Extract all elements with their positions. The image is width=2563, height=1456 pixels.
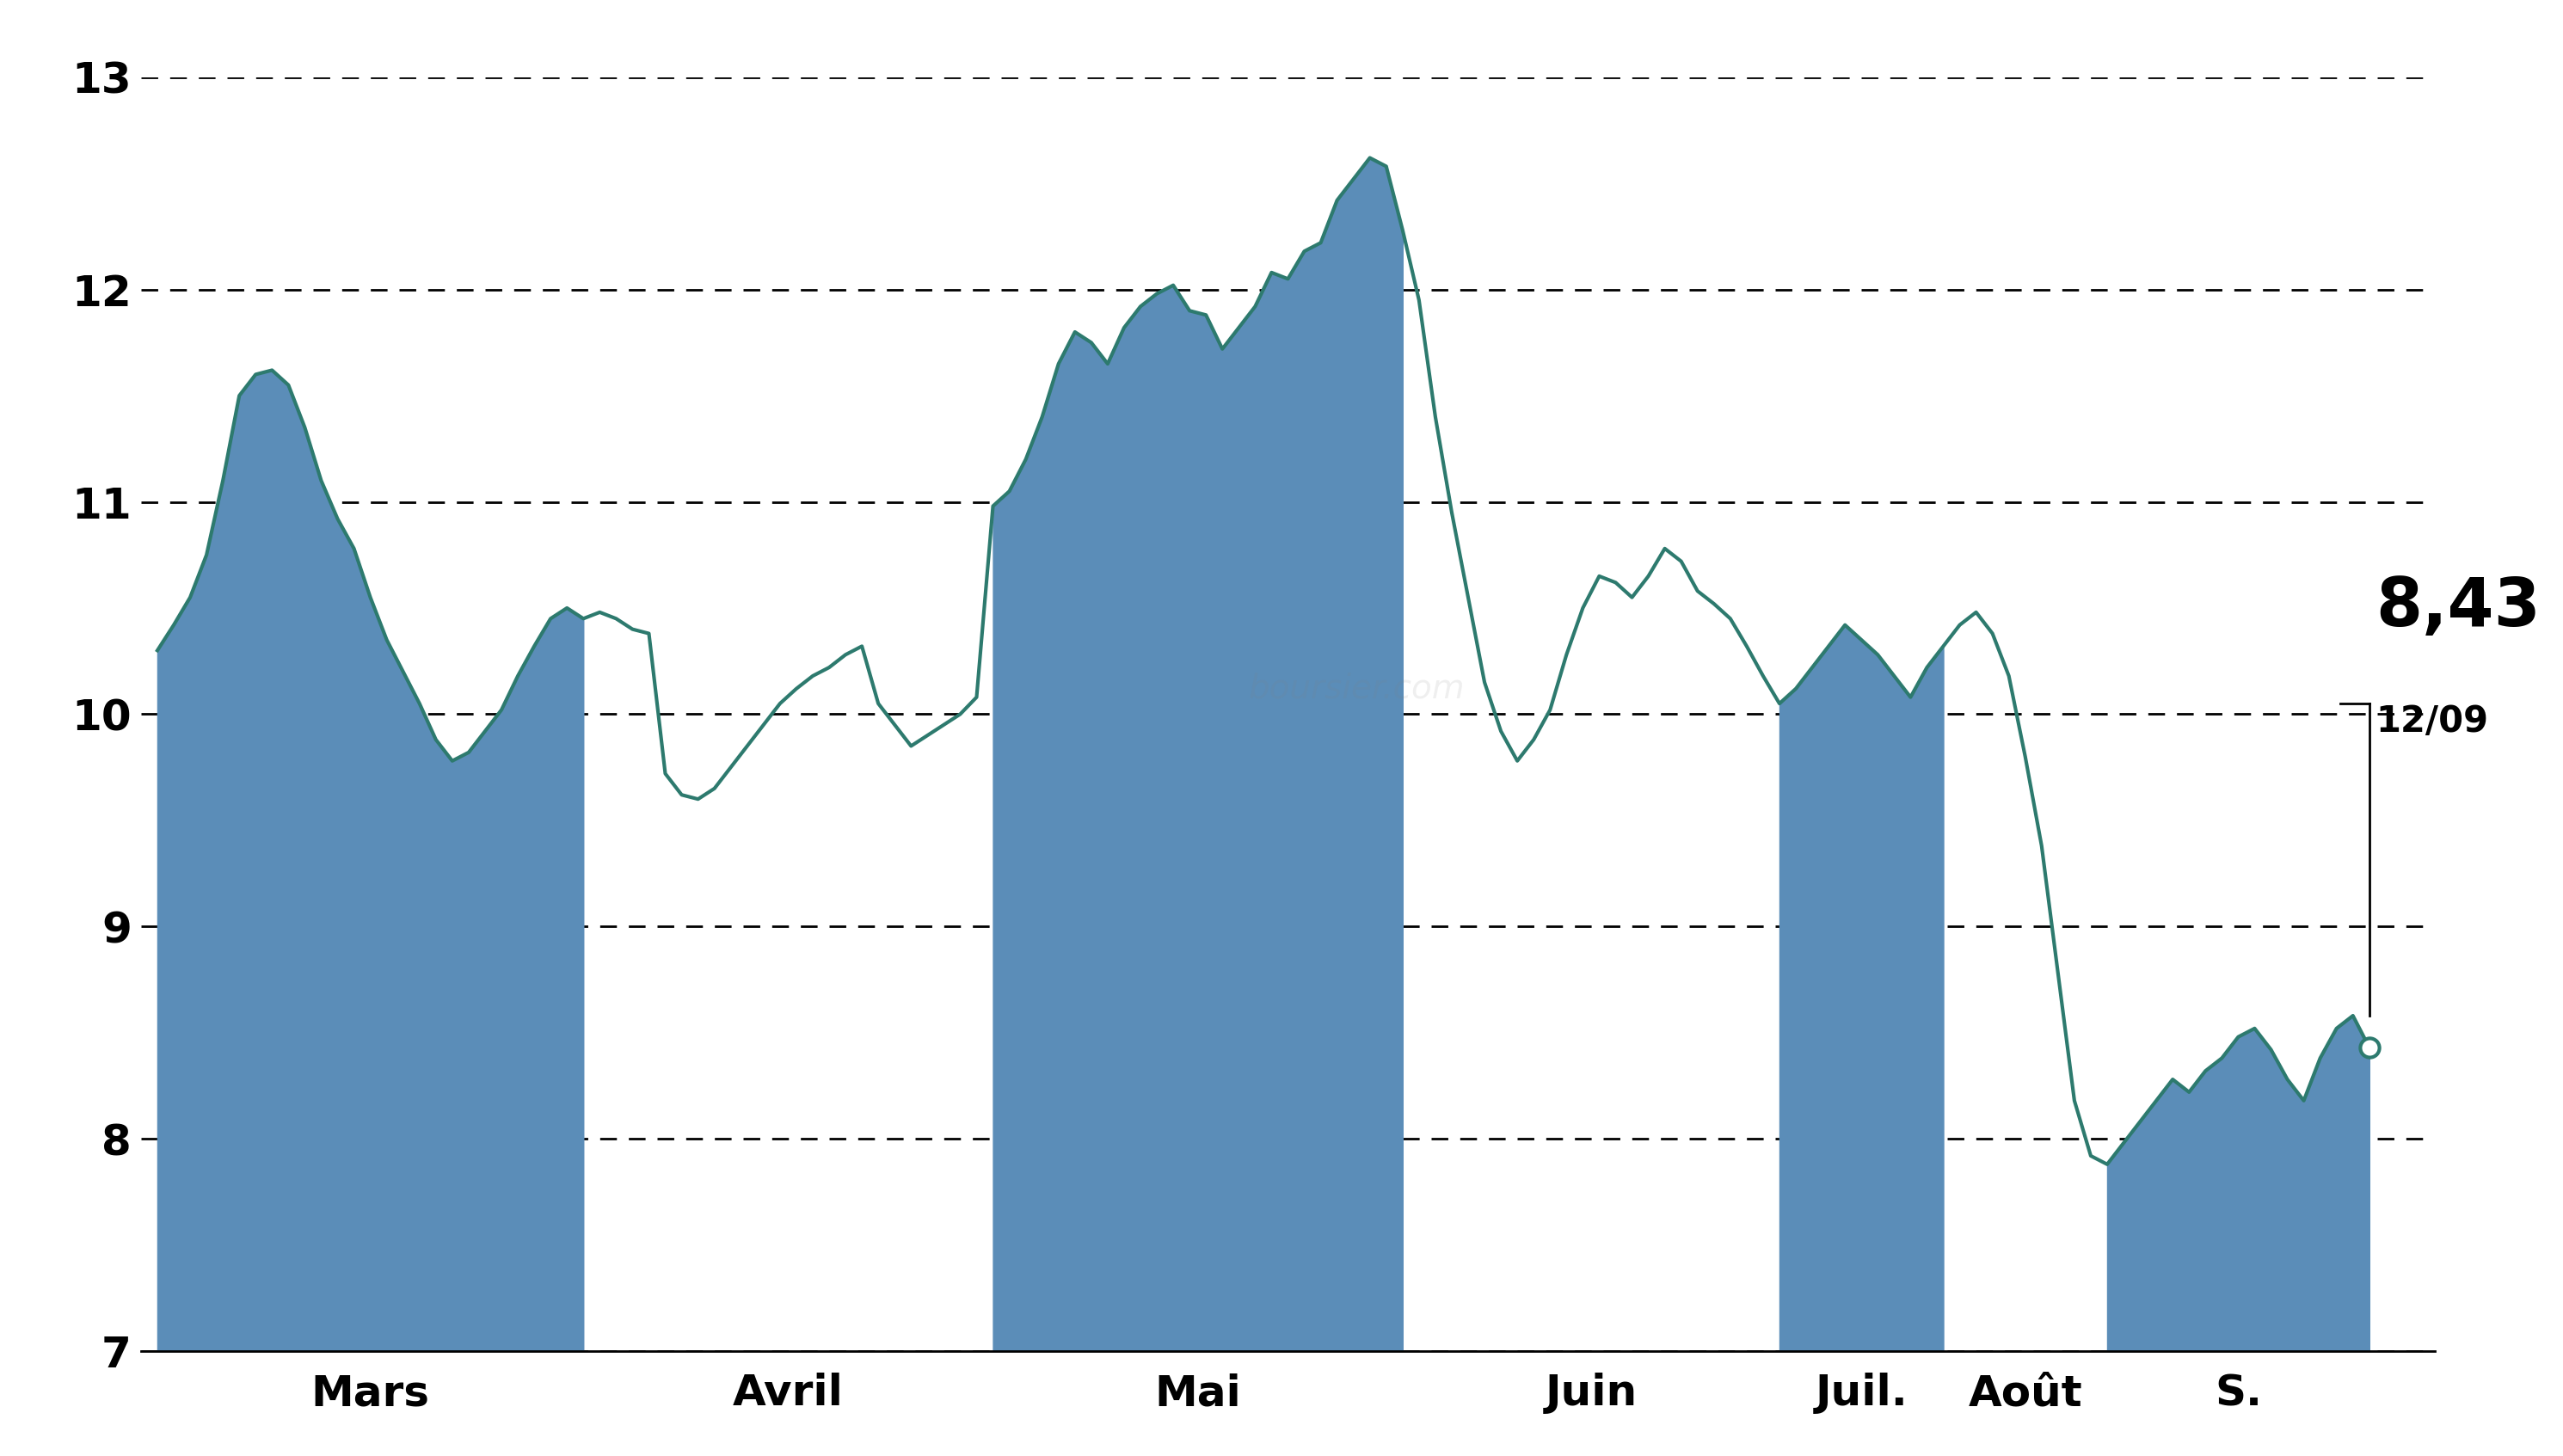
Text: WORLDLINE: WORLDLINE (969, 15, 1594, 105)
Text: 8,43: 8,43 (2376, 575, 2540, 639)
Text: boursier.com: boursier.com (1248, 673, 1466, 705)
Text: 12/09: 12/09 (2376, 703, 2489, 740)
